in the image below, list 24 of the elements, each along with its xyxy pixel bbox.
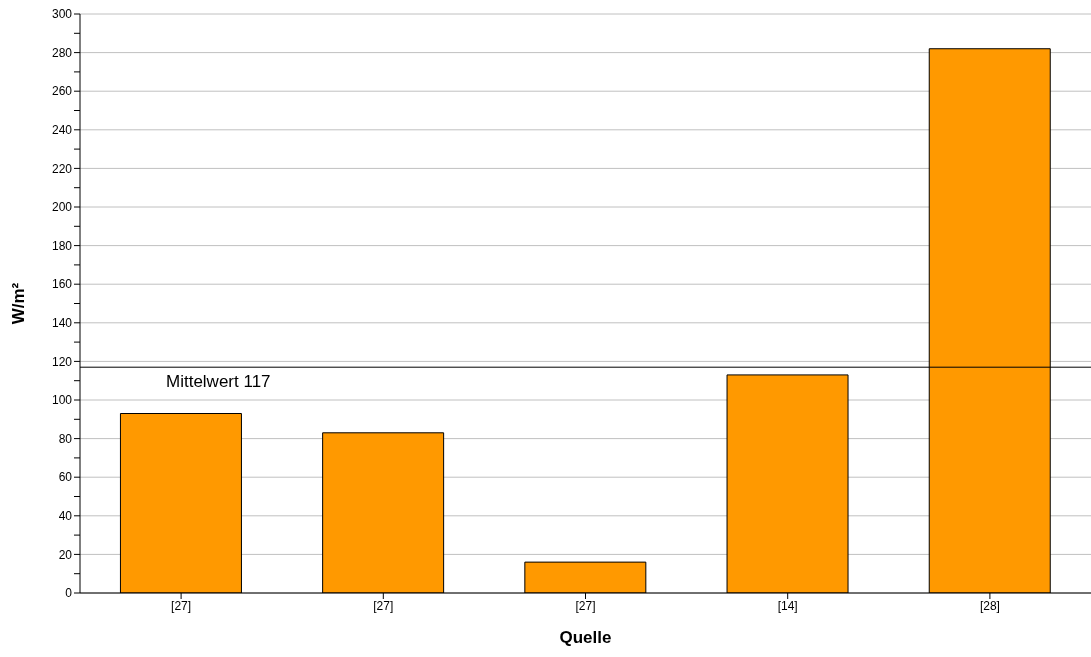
x-tick-label: [14]: [777, 598, 798, 613]
x-tick-label: [27]: [171, 598, 192, 613]
y-tick-label: 100: [51, 393, 73, 408]
x-tick-label: [27]: [575, 598, 596, 613]
y-tick-label: 220: [51, 161, 73, 176]
y-tick-label: 200: [51, 200, 73, 215]
y-tick-label: 260: [51, 84, 73, 99]
y-tick-label: 40: [58, 509, 73, 524]
x-tick-label: [27]: [373, 598, 394, 613]
y-axis-title: W/m²: [9, 282, 29, 325]
x-axis-title: Quelle: [559, 628, 612, 647]
y-tick-label: 300: [51, 7, 73, 22]
y-tick-label: 140: [51, 316, 73, 331]
y-tick-label: 20: [58, 547, 73, 562]
y-tick-label: 280: [51, 45, 73, 60]
y-tick-label: 80: [58, 431, 73, 446]
ref-line-label: Mittelwert 117: [166, 372, 271, 392]
y-tick-label: 120: [51, 354, 73, 369]
y-tick-label: 240: [51, 123, 73, 138]
y-tick-label: 0: [65, 586, 73, 601]
y-tick-label: 60: [58, 470, 73, 485]
y-tick-label: 180: [51, 238, 73, 253]
y-tick-label: 160: [51, 277, 73, 292]
x-tick-label: [28]: [979, 598, 1000, 613]
